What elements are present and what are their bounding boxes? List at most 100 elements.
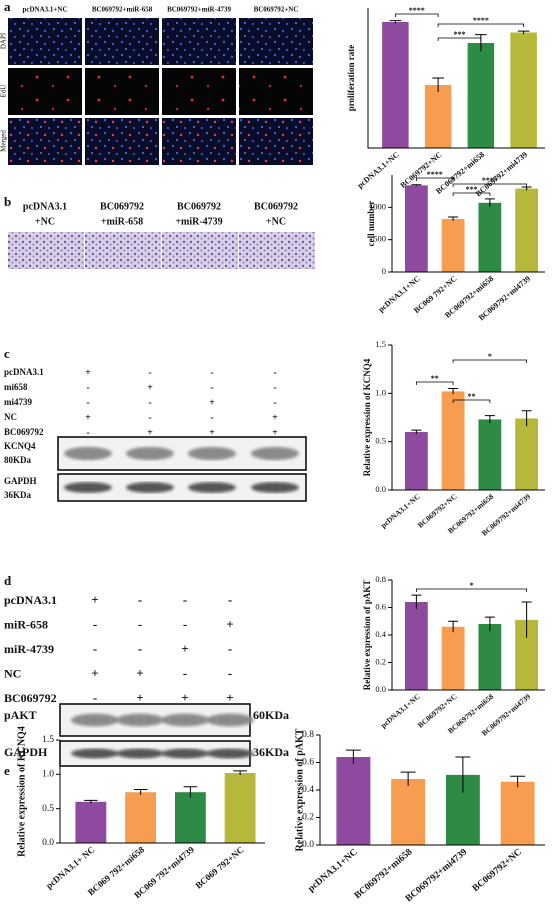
significance-label: **** <box>482 176 498 185</box>
sign: - <box>273 367 276 378</box>
y-tick-label: 0.2 <box>302 813 314 823</box>
error-bar <box>400 771 416 786</box>
bar <box>515 619 539 690</box>
sign: + <box>147 382 153 393</box>
axis-label: Relative expression of pAKT <box>362 580 372 691</box>
sign: - <box>86 382 89 393</box>
bar <box>510 32 537 148</box>
error-bar <box>233 770 247 776</box>
micrograph <box>162 18 236 65</box>
sign: - <box>210 412 213 423</box>
axes <box>59 740 265 844</box>
y-tick-label: 0.0 <box>42 838 54 848</box>
blot-band <box>188 482 236 493</box>
x-tick-label: BC069792+mi658 <box>353 847 415 901</box>
column-header: pcDNA3.1+NC <box>22 6 67 14</box>
error-bar <box>448 388 459 395</box>
error-bar <box>84 799 98 804</box>
sign: + <box>181 690 188 705</box>
blot-band <box>206 748 254 759</box>
error-bar <box>411 594 422 609</box>
micrograph <box>162 118 236 165</box>
row-label: mi658 <box>4 382 28 392</box>
axis-label: Relative expression of pAKT <box>294 728 305 851</box>
sign: - <box>183 665 187 680</box>
sign: + <box>85 412 91 423</box>
axes <box>319 735 545 846</box>
blot-band <box>116 748 164 759</box>
panel-label: a <box>4 0 11 14</box>
blot-band <box>126 446 174 461</box>
y-tick-label: 1.0 <box>42 770 54 780</box>
significance-label: ** <box>468 392 476 401</box>
y-tick-label: 0.6 <box>302 758 314 768</box>
column-header: pcDNA3.1 <box>23 201 67 212</box>
y-tick-label: 0.5 <box>42 804 54 814</box>
x-tick-label: pcDNA3.1+NC <box>379 492 422 530</box>
sign: - <box>138 616 142 631</box>
x-tick-label: pcDNA3.1+ NC <box>44 844 96 890</box>
significance-bracket <box>437 23 525 27</box>
significance-bracket <box>415 381 454 385</box>
y-tick-label: 0.0 <box>302 840 314 850</box>
y-tick-label: 0.4 <box>302 785 314 795</box>
sign: + <box>91 665 98 680</box>
micrograph <box>239 18 313 65</box>
stain-image <box>8 232 84 269</box>
error-bar <box>448 620 459 633</box>
sign: - <box>228 665 232 680</box>
sign: - <box>93 616 97 631</box>
row-label: Merged <box>0 130 8 152</box>
blot-band <box>251 446 299 461</box>
y-tick-label: 0.0 <box>375 684 386 694</box>
blot-label: KCNQ4 <box>4 441 36 451</box>
error-bar <box>432 77 444 92</box>
significance-bracket <box>452 183 528 187</box>
y-tick-label: 1.0 <box>375 387 386 397</box>
sign: - <box>86 397 89 408</box>
y-tick-label: 0.6 <box>375 601 386 611</box>
micrograph <box>85 68 159 115</box>
sign: - <box>148 412 151 423</box>
sign: + <box>136 690 143 705</box>
x-tick-label: pcDNA3.1+NC <box>306 847 359 894</box>
row-label: miR-658 <box>4 617 48 631</box>
error-bar <box>521 601 532 638</box>
bar <box>441 391 465 490</box>
bar <box>500 781 535 845</box>
axis-label: proliferation rate <box>346 45 356 112</box>
axis-label: cell number <box>366 201 376 247</box>
bar <box>224 772 256 843</box>
row-label: NC <box>4 666 21 680</box>
bar <box>478 202 502 272</box>
y-tick-label: 0.2 <box>375 656 386 666</box>
row-label: pcDNA3.1 <box>4 367 44 377</box>
y-tick-label: 500 <box>373 234 386 244</box>
column-header: +NC <box>266 216 286 227</box>
micrograph <box>239 68 313 115</box>
blot-band <box>251 482 299 493</box>
sign: + <box>147 427 153 438</box>
error-bar <box>345 749 361 764</box>
blot-label: GAPDH <box>4 745 48 759</box>
row-label: mi4739 <box>4 397 32 407</box>
sign: + <box>91 592 98 607</box>
blot-band <box>116 713 164 727</box>
micrograph <box>85 18 159 65</box>
micrograph <box>239 118 313 165</box>
sign: - <box>228 641 232 656</box>
panel-label: d <box>4 573 12 588</box>
sign: - <box>210 382 213 393</box>
column-header: BC069792+NC <box>254 6 299 14</box>
axis-label: Relative expression of KCNQ4 <box>16 726 27 857</box>
blot-label: 60KDa <box>253 708 289 722</box>
column-header: BC069792 <box>177 201 221 212</box>
sign: - <box>86 427 89 438</box>
error-bar <box>521 410 532 427</box>
x-tick-label: pcDNA3.1+NC <box>379 692 422 730</box>
significance-bracket <box>415 177 454 181</box>
error-bar <box>484 198 495 207</box>
blot-band <box>206 713 254 727</box>
